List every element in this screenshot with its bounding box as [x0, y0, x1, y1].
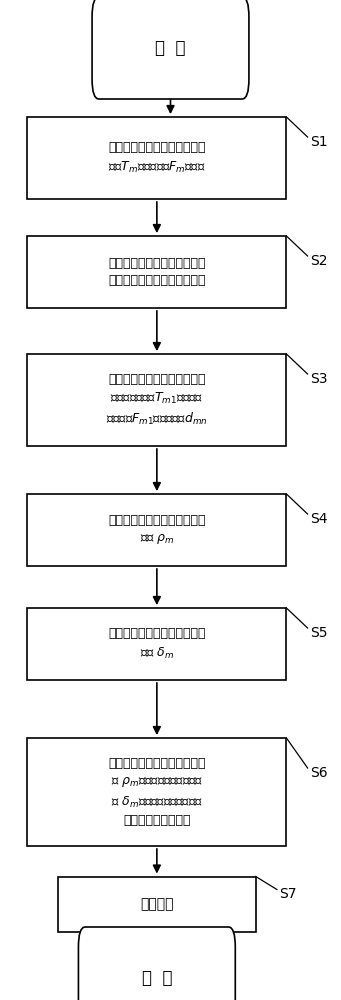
Text: 划分噪声: 划分噪声	[140, 897, 174, 911]
Text: 对局部放电脉冲信号的等效时
宽和等效频宽进行标准化处理: 对局部放电脉冲信号的等效时 宽和等效频宽进行标准化处理	[108, 257, 206, 287]
FancyBboxPatch shape	[27, 236, 286, 308]
Text: 开  始: 开 始	[155, 39, 186, 57]
Text: 计算局部放电脉冲信号的局部
密度 $\mathit{\rho_m}$: 计算局部放电脉冲信号的局部 密度 $\mathit{\rho_m}$	[108, 514, 206, 546]
FancyBboxPatch shape	[27, 117, 286, 199]
Text: S5: S5	[310, 626, 328, 640]
FancyBboxPatch shape	[78, 927, 235, 1000]
FancyBboxPatch shape	[27, 354, 286, 446]
Text: S1: S1	[310, 135, 328, 149]
FancyBboxPatch shape	[27, 608, 286, 680]
FancyBboxPatch shape	[58, 876, 256, 932]
Text: S6: S6	[310, 766, 328, 780]
FancyBboxPatch shape	[27, 494, 286, 566]
Text: 计算两个局部放电信号脉冲由
标准化等效时宽$\mathit{T_{m1}}$和标准化
等效频宽$\mathit{F_{m1}}$产生的距离$\mathit{d_: 计算两个局部放电信号脉冲由 标准化等效时宽$\mathit{T_{m1}}$和标…	[106, 373, 208, 427]
Text: S2: S2	[310, 254, 328, 268]
Text: S4: S4	[310, 512, 328, 526]
FancyBboxPatch shape	[27, 738, 286, 846]
Text: 提取局部放电脉冲信号的等效
时宽$\mathit{T_m}$和等效频宽$\mathit{F_m}$特征量: 提取局部放电脉冲信号的等效 时宽$\mathit{T_m}$和等效频宽$\mat…	[108, 141, 206, 175]
Text: 结  束: 结 束	[142, 969, 172, 987]
Text: 计算局部放电脉冲信号的局部
距离 $\mathit{\delta_m}$: 计算局部放电脉冲信号的局部 距离 $\mathit{\delta_m}$	[108, 627, 206, 661]
Text: 利用局部放电脉冲信号局部密
度 $\mathit{\rho_m}$与局部放电脉冲信号距
离 $\mathit{\delta_m}$两个参数对局部放电脉
冲信号进: 利用局部放电脉冲信号局部密 度 $\mathit{\rho_m}$与局部放电脉冲…	[108, 757, 206, 827]
FancyBboxPatch shape	[92, 0, 249, 99]
Text: S3: S3	[310, 372, 328, 386]
Text: S7: S7	[280, 888, 297, 902]
